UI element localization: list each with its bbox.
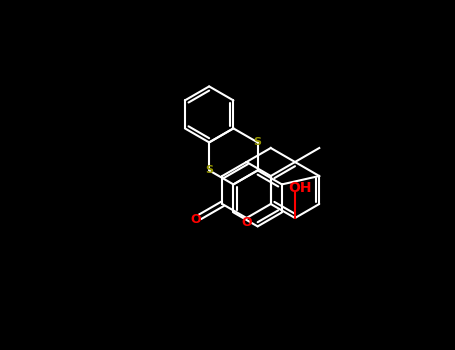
- Text: S: S: [253, 138, 262, 147]
- Text: S: S: [205, 166, 213, 175]
- Text: O: O: [190, 213, 201, 226]
- Text: OH: OH: [288, 181, 312, 195]
- Text: O: O: [241, 216, 252, 229]
